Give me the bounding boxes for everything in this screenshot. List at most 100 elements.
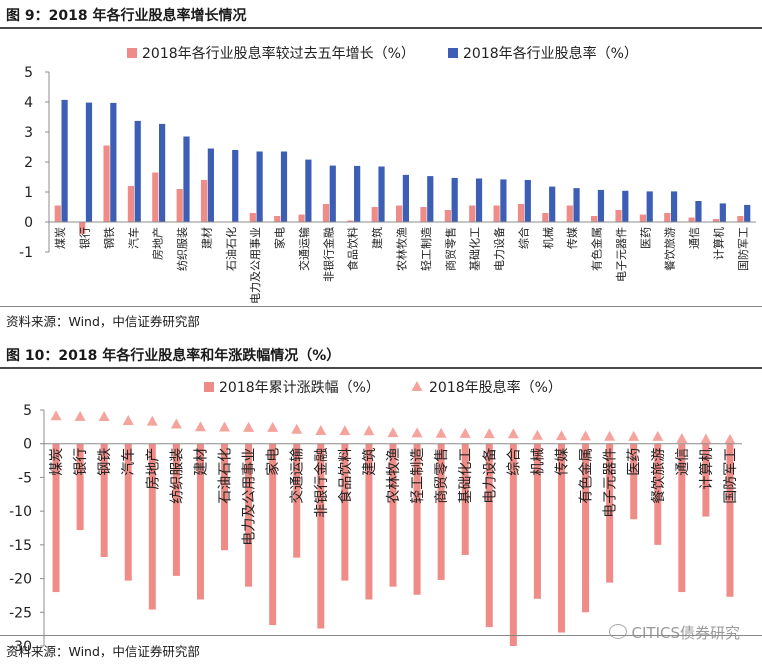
bar-growth (249, 213, 256, 222)
figure-1-title-rule (0, 27, 762, 29)
figure-2-source-rule (0, 635, 762, 636)
category-label: 建筑 (362, 448, 378, 476)
triangle-dividend-yield (531, 429, 543, 440)
category-label: 汽车 (126, 227, 140, 249)
bar-dividend-yield (280, 151, 288, 222)
y-tick-label: 0 (23, 437, 32, 453)
y-tick-label: -30 (9, 639, 32, 655)
category-label: 商贸零售 (443, 227, 457, 271)
category-label: 房地产 (151, 227, 165, 260)
category-label: 有色金属 (590, 227, 604, 271)
category-label: 餐饮旅游 (651, 448, 667, 504)
triangle-dividend-yield (724, 433, 736, 444)
bar-dividend-yield (427, 176, 434, 222)
figure-1-title: 图 9：2018 年各行业股息率增长情况 (6, 8, 247, 24)
category-label: 煤炭 (54, 227, 67, 249)
figure-1: 图 9：2018 年各行业股息率增长情况 -1 0 1 2 3 4 5 煤炭 银行 钢铁 汽车 房地产… (0, 0, 762, 330)
bar-dividend-yield (500, 179, 507, 222)
triangle-dividend-yield (652, 430, 664, 441)
bar-growth (396, 205, 403, 222)
bar-dividend-yield (524, 180, 531, 222)
y-tick-label: 5 (23, 403, 32, 419)
bar-growth (444, 210, 451, 222)
figure-2-title: 图 10：2018 年各行业股息率和年涨跌幅情况（%） (6, 348, 341, 364)
bar-annual-return (365, 443, 373, 600)
bar-growth (469, 205, 476, 222)
bar-dividend-yield (719, 203, 726, 222)
triangle-dividend-yield (459, 427, 471, 438)
triangle-dividend-yield (98, 410, 110, 421)
category-label: 轻工制造 (410, 448, 426, 504)
bar-annual-return (172, 443, 180, 576)
category-label: 通信 (688, 227, 701, 249)
bar-growth (54, 205, 61, 222)
bar-annual-return (702, 443, 710, 517)
bar-growth (152, 172, 159, 222)
category-label: 商贸零售 (434, 448, 450, 504)
bar-annual-return (678, 443, 686, 593)
bar-growth (566, 205, 573, 222)
y-tick-label: 1 (24, 185, 33, 201)
bar-dividend-yield (744, 204, 751, 222)
triangle-dividend-yield (483, 428, 495, 439)
triangle-dividend-yield (50, 410, 62, 421)
category-label: 综合 (516, 227, 530, 249)
triangle-dividend-yield (315, 425, 327, 436)
bar-annual-return (389, 443, 397, 587)
category-label: 建材 (199, 227, 213, 249)
figure-1-source: 资料来源：Wind，中信证券研究部 (6, 314, 200, 329)
legend-label-growth: 2018年各行业股息率较过去五年增长（%） (142, 45, 415, 62)
category-label: 交通运输 (289, 448, 306, 504)
category-label: 计算机 (711, 227, 725, 260)
y-tick-label: 5 (24, 65, 33, 81)
bar-growth (688, 217, 695, 222)
legend-marker-dividend-yield (411, 381, 423, 391)
category-label: 医药 (639, 227, 652, 249)
bar-annual-return (606, 443, 614, 583)
legend-label-dividend-yield: 2018年各行业股息率（%） (463, 45, 638, 62)
y-tick-label: -10 (9, 504, 32, 520)
bar-annual-return (196, 443, 204, 600)
triangle-dividend-yield (194, 421, 206, 432)
bar-dividend-yield (329, 165, 336, 222)
category-label: 非银行金融 (321, 227, 335, 282)
watermark-text: CITICS债券研究 (631, 624, 740, 642)
category-label: 电子元器件 (615, 227, 628, 282)
triangle-dividend-yield (146, 415, 158, 426)
triangle-dividend-yield (122, 414, 134, 425)
bar-dividend-yield (573, 188, 580, 222)
category-label: 电子元器件 (603, 448, 619, 518)
bar-growth (298, 214, 305, 222)
bar-growth (615, 210, 622, 222)
bar-growth (517, 204, 525, 222)
dividend-growth-chart: -1 0 1 2 3 4 5 煤炭 银行 钢铁 汽车 房地产 纺织服装 建材 石油石化 电力及公用事业 家电 交通… (19, 45, 756, 304)
triangle-dividend-yield (219, 421, 231, 432)
category-label: 通信 (675, 448, 691, 476)
category-label: 国防军工 (736, 227, 750, 271)
bar-dividend-yield (402, 174, 409, 222)
bar-growth (347, 220, 354, 222)
triangle-dividend-yield (74, 410, 86, 421)
category-label: 电力及公用事业 (242, 448, 258, 546)
bar-annual-return (124, 443, 132, 581)
bar-annual-return (100, 443, 108, 557)
legend-label-dividend-yield: 2018年股息率（%） (429, 379, 562, 396)
bar-annual-return (654, 443, 662, 545)
bar-dividend-yield (549, 186, 556, 222)
bar-annual-return (461, 443, 469, 555)
bar-annual-return (533, 443, 541, 599)
bar-dividend-yield (110, 102, 117, 222)
bar-dividend-yield (85, 102, 93, 222)
category-label: 餐饮旅游 (663, 227, 677, 271)
bar-growth (420, 207, 427, 222)
bar-dividend-yield (475, 178, 483, 222)
category-label: 建材 (193, 448, 209, 476)
bar-growth (371, 207, 378, 222)
triangle-dividend-yield (411, 427, 423, 438)
bar-dividend-yield (61, 99, 68, 222)
bar-annual-return (269, 443, 277, 626)
category-label: 家电 (273, 227, 287, 249)
bar-growth (176, 189, 183, 222)
triangle-dividend-yield (170, 418, 182, 429)
bar-dividend-yield (305, 159, 312, 222)
